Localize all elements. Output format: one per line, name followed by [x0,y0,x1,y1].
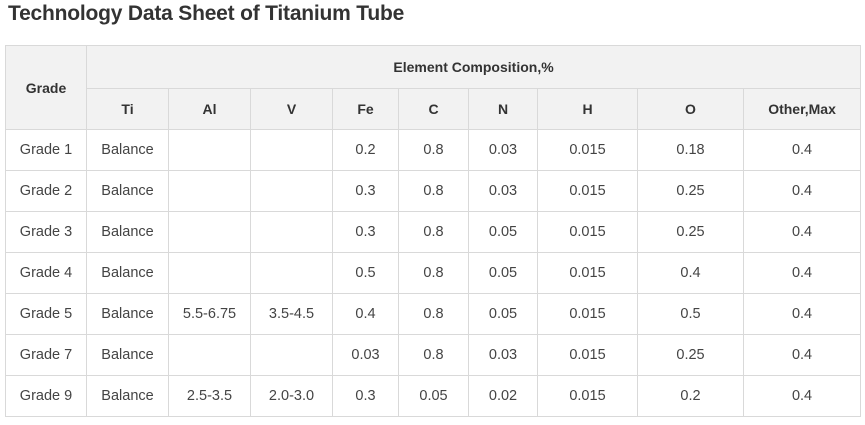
composition-table: Grade Element Composition,% Ti Al V Fe C… [5,45,862,417]
c-cell: 0.05 [398,375,469,417]
al-cell: 2.5-3.5 [168,375,251,417]
column-header-al: Al [168,88,251,130]
fe-cell: 0.3 [332,211,399,253]
o-cell: 0.25 [637,170,744,212]
ti-cell: Balance [86,252,169,294]
other-max-cell: 0.4 [742,211,862,253]
v-cell [250,334,333,376]
ti-cell: Balance [86,334,169,376]
table-row: Grade 9 Balance 2.5-3.5 2.0-3.0 0.3 0.05 0.02 0… [5,375,862,417]
h-cell: 0.015 [537,293,638,335]
o-cell: 0.4 [637,252,744,294]
o-cell: 0.25 [637,334,744,376]
table-row: Grade 3 Balance 0.3 0.8 0.05 0.015 0.25 0.4 [5,211,862,253]
table-header-row: Grade Element Composition,% [5,45,862,130]
n-cell: 0.05 [468,293,538,335]
h-cell: 0.015 [537,334,638,376]
other-max-cell: 0.4 [742,252,862,294]
grade-cell: Grade 2 [5,170,87,212]
column-header-h: H [537,88,638,130]
n-cell: 0.03 [468,334,538,376]
h-cell: 0.015 [537,129,638,171]
grade-cell: Grade 4 [5,252,87,294]
page-title: Technology Data Sheet of Titanium Tube [8,2,405,25]
o-cell: 0.18 [637,129,744,171]
n-cell: 0.02 [468,375,538,417]
ti-cell: Balance [86,170,169,212]
al-cell [168,170,251,212]
column-header-v: V [250,88,333,130]
c-cell: 0.8 [398,293,469,335]
c-cell: 0.8 [398,334,469,376]
grade-cell: Grade 5 [5,293,87,335]
al-cell [168,252,251,294]
element-composition-header: Element Composition,% [85,45,862,89]
other-max-cell: 0.4 [742,129,862,171]
c-cell: 0.8 [398,211,469,253]
other-max-cell: 0.4 [742,170,862,212]
v-cell: 3.5-4.5 [250,293,333,335]
n-cell: 0.03 [468,129,538,171]
column-header-n: N [468,88,538,130]
column-header-ti: Ti [86,88,169,130]
column-header-other-max: Other,Max [742,88,862,130]
o-cell: 0.2 [637,375,744,417]
al-cell [168,334,251,376]
h-cell: 0.015 [537,211,638,253]
n-cell: 0.03 [468,170,538,212]
al-cell: 5.5-6.75 [168,293,251,335]
other-max-cell: 0.4 [742,334,862,376]
ti-cell: Balance [86,129,169,171]
c-cell: 0.8 [398,129,469,171]
o-cell: 0.25 [637,211,744,253]
fe-cell: 0.4 [332,293,399,335]
fe-cell: 0.3 [332,375,399,417]
c-cell: 0.8 [398,252,469,294]
table-row: Grade 2 Balance 0.3 0.8 0.03 0.015 0.25 0.4 [5,170,862,212]
fe-cell: 0.5 [332,252,399,294]
other-max-cell: 0.4 [742,293,862,335]
fe-cell: 0.3 [332,170,399,212]
column-header-c: C [398,88,469,130]
n-cell: 0.05 [468,211,538,253]
grade-cell: Grade 7 [5,334,87,376]
ti-cell: Balance [86,211,169,253]
o-cell: 0.5 [637,293,744,335]
h-cell: 0.015 [537,375,638,417]
column-header-o: O [637,88,744,130]
other-max-cell: 0.4 [742,375,862,417]
grade-cell: Grade 9 [5,375,87,417]
table-row: Grade 1 Balance 0.2 0.8 0.03 0.015 0.18 0.4 [5,129,862,171]
h-cell: 0.015 [537,170,638,212]
n-cell: 0.05 [468,252,538,294]
table-body: Grade 1 Balance 0.2 0.8 0.03 0.015 0.18 0.4 Grad… [5,129,862,417]
table-row: Grade 5 Balance 5.5-6.75 3.5-4.5 0.4 0.8 0.05 0… [5,293,862,335]
ti-cell: Balance [86,293,169,335]
element-header-row: Ti Al V Fe C N H O Other,Max [6,88,862,130]
table-row: Grade 7 Balance 0.03 0.8 0.03 0.015 0.25 0.4 [5,334,862,376]
ti-cell: Balance [86,375,169,417]
fe-cell: 0.03 [332,334,399,376]
v-cell [250,170,333,212]
al-cell [168,129,251,171]
al-cell [168,211,251,253]
grade-header: Grade [5,45,87,130]
table-row: Grade 4 Balance 0.5 0.8 0.05 0.015 0.4 0.4 [5,252,862,294]
column-header-fe: Fe [332,88,399,130]
v-cell [250,129,333,171]
grade-cell: Grade 1 [5,129,87,171]
v-cell [250,211,333,253]
grade-cell: Grade 3 [5,211,87,253]
fe-cell: 0.2 [332,129,399,171]
v-cell [250,252,333,294]
h-cell: 0.015 [537,252,638,294]
c-cell: 0.8 [398,170,469,212]
v-cell: 2.0-3.0 [250,375,333,417]
